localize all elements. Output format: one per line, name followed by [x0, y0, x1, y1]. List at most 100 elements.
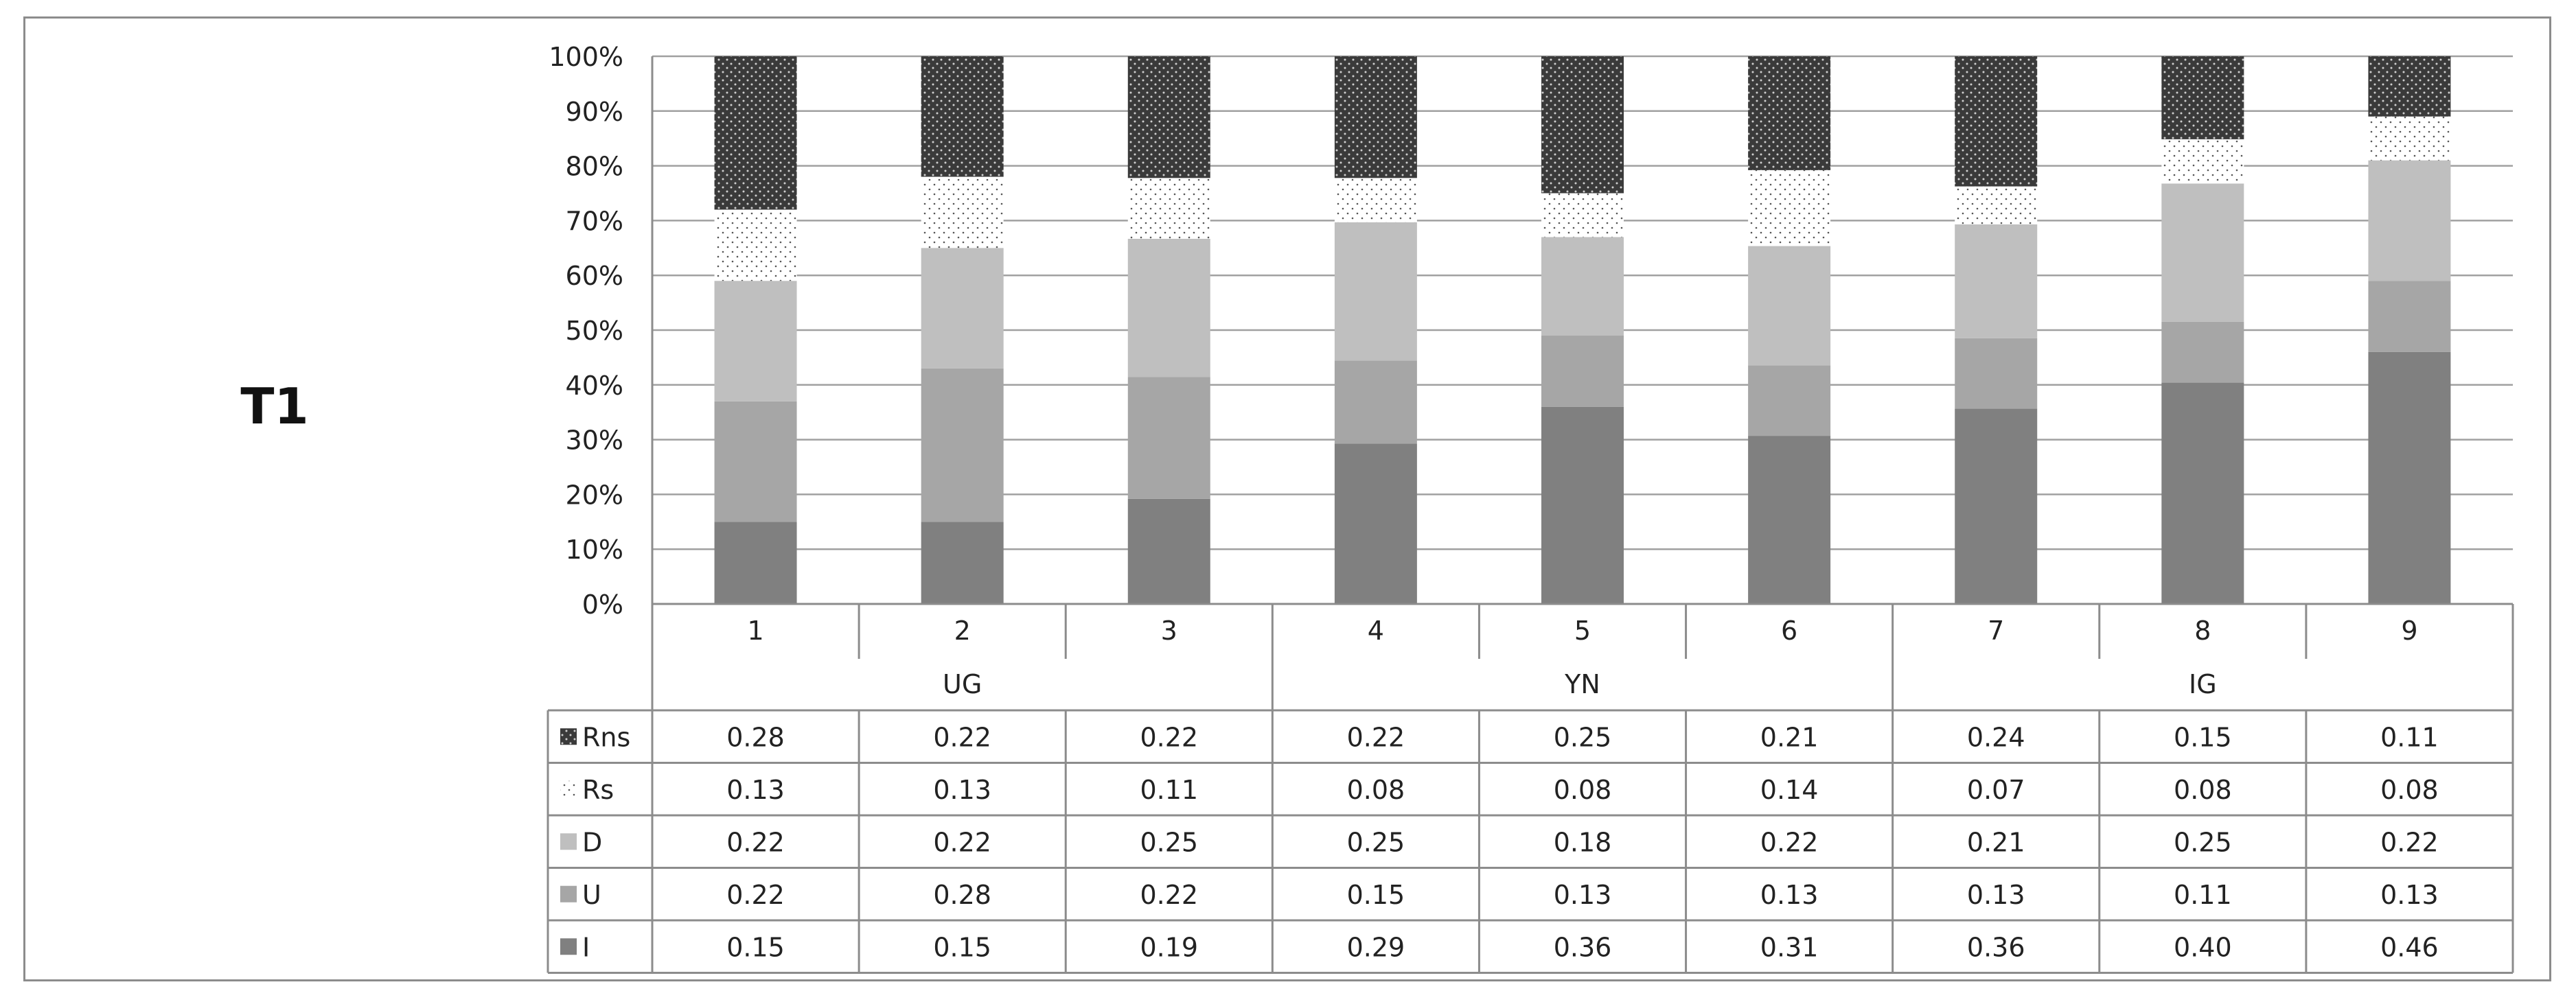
bar-segment-rs [714, 209, 797, 281]
y-tick-label: 50% [566, 316, 623, 346]
table-cell-value: 0.25 [1140, 827, 1198, 857]
legend-key-rs [560, 780, 577, 797]
bar-segment-i [921, 522, 1004, 604]
bar-segment-rns [2161, 56, 2244, 139]
x-tick-label: 7 [1988, 616, 2004, 646]
table-cell-value: 0.08 [2380, 775, 2439, 805]
bar-segment-rs [921, 176, 1004, 248]
bar-segment-d [1748, 246, 1831, 366]
y-axis-ticks: 0% 10% 20% 30% 40% 50% 60% 70% 80% 90% 100% [549, 42, 623, 620]
group-label: IG [2189, 669, 2217, 699]
table-cell-value: 0.40 [2174, 932, 2232, 962]
legend-label: I [582, 932, 590, 962]
bar-segment-rs [2368, 116, 2451, 161]
table-cell-value: 0.25 [2174, 827, 2232, 857]
bar-segment-rns [1748, 56, 1831, 170]
bar-segment-i [1748, 436, 1831, 604]
y-tick-label: 100% [549, 42, 623, 72]
x-tick-label: 2 [954, 616, 971, 646]
table-cell-value: 0.11 [1140, 775, 1198, 805]
bar-segment-rns [1334, 56, 1417, 178]
y-tick-label: 30% [566, 426, 623, 456]
bar-segment-rns [1541, 56, 1624, 194]
bar-segment-d [1127, 239, 1210, 377]
table-cell-value: 0.36 [1554, 932, 1612, 962]
bar-segment-u [1541, 335, 1624, 407]
table-cell-value: 0.22 [933, 827, 991, 857]
data-table: 1 2 3 4 5 6 7 8 9 UG YN IG Rns 0.28 0.22 0.22 0.22 0.25 0.… [547, 603, 2514, 974]
y-tick-label: 20% [566, 480, 623, 510]
table-cell-value: 0.24 [1967, 722, 2025, 752]
table-cell-value: 0.29 [1347, 932, 1405, 962]
legend-label: Rs [582, 775, 614, 805]
bar-segment-d [1541, 237, 1624, 336]
bar-segment-d [2368, 160, 2451, 281]
y-tick-label: 70% [566, 206, 623, 236]
table-cell-value: 0.13 [1760, 880, 1819, 910]
bar-segment-d [714, 281, 797, 401]
table-cell-value: 0.22 [2380, 827, 2439, 857]
bar-segment-d [1334, 222, 1417, 361]
table-cell-value: 0.11 [2380, 722, 2439, 752]
bar-segment-u [921, 368, 1004, 522]
bar-segment-rs [1334, 178, 1417, 222]
figure-frame [23, 16, 2551, 981]
bar-segment-rns [921, 56, 1004, 177]
bar-segment-u [1127, 377, 1210, 499]
bar-segment-rns [2368, 56, 2451, 117]
table-cell-value: 0.22 [1140, 880, 1198, 910]
x-tick-label: 8 [2194, 616, 2211, 646]
table-cell-value: 0.18 [1554, 827, 1612, 857]
table-cell-value: 0.19 [1140, 932, 1198, 962]
table-cell-value: 0.22 [1347, 722, 1405, 752]
table-cell-value: 0.15 [933, 932, 991, 962]
legend-label: Rns [582, 722, 630, 752]
panel-label: T1 [240, 377, 309, 435]
group-label: UG [943, 669, 982, 699]
table-cell-value: 0.15 [2174, 722, 2232, 752]
legend-label: D [582, 827, 602, 857]
table-cell-value: 0.13 [1967, 880, 2025, 910]
table-cell-value: 0.22 [726, 880, 785, 910]
bar-segment-u [714, 401, 797, 522]
bar-segment-rns [1127, 56, 1210, 178]
y-tick-label: 80% [566, 152, 623, 182]
bar-segment-u [2368, 281, 2451, 352]
x-tick-label: 3 [1161, 616, 1177, 646]
bar-segment-i [1334, 443, 1417, 604]
table-cell-value: 0.11 [2174, 880, 2232, 910]
table-cell-value: 0.13 [1554, 880, 1612, 910]
bar-segment-i [2368, 351, 2451, 604]
bar-segment-d [2161, 183, 2244, 322]
table-cell-value: 0.13 [933, 775, 991, 805]
x-tick-label: 4 [1368, 616, 1384, 646]
table-cell-value: 0.36 [1967, 932, 2025, 962]
bar-segment-rns [1955, 56, 2038, 187]
x-tick-label: 1 [747, 616, 763, 646]
table-cell-value: 0.25 [1554, 722, 1612, 752]
bar-segment-u [2161, 321, 2244, 383]
bar-segment-i [2161, 382, 2244, 604]
table-cell-value: 0.08 [1347, 775, 1405, 805]
legend-key-i [560, 938, 577, 955]
table-cell-value: 0.31 [1760, 932, 1819, 962]
bar-segment-u [1334, 360, 1417, 444]
legend-key-rns [560, 728, 577, 745]
table-cell-value: 0.14 [1760, 775, 1819, 805]
table-cell-value: 0.22 [933, 722, 991, 752]
bar-segment-rs [1748, 170, 1831, 246]
table-cell-value: 0.08 [2174, 775, 2232, 805]
table-cell-value: 0.08 [1554, 775, 1612, 805]
bar-segment-d [1955, 224, 2038, 338]
bar-segment-rs [1127, 178, 1210, 239]
bar-segment-u [1955, 338, 2038, 409]
bar-segment-i [1127, 498, 1210, 604]
table-cell-value: 0.22 [726, 827, 785, 857]
bar-segment-rs [1955, 186, 2038, 224]
table-cell-value: 0.07 [1967, 775, 2025, 805]
x-tick-label: 6 [1781, 616, 1797, 646]
table-cell-value: 0.22 [1760, 827, 1819, 857]
y-tick-label: 60% [566, 261, 623, 291]
bar-segment-rs [2161, 139, 2244, 184]
